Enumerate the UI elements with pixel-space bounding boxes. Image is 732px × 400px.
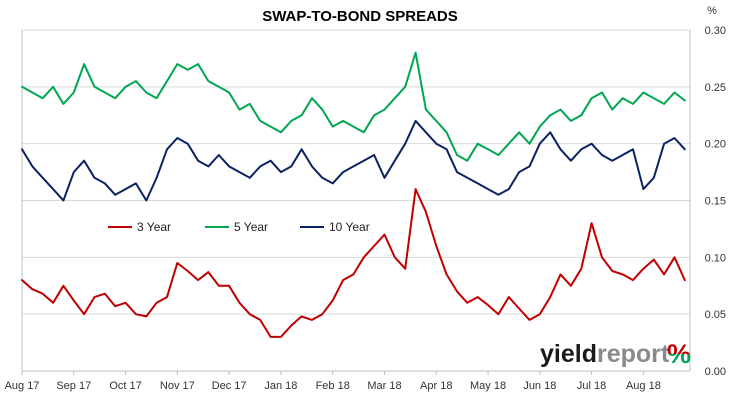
legend: 3 Year 5 Year 10 Year [108,220,370,234]
x-tick-label: Jul 18 [577,380,606,392]
legend-label: 10 Year [329,220,370,234]
x-tick-label: Mar 18 [367,380,401,392]
series-lines [21,51,686,338]
x-tick-label: Jan 18 [264,380,297,392]
x-tick-label: Aug 17 [5,380,40,392]
y-tick-label: 0.10 [705,252,726,264]
y-tick-label: 0.25 [705,82,726,94]
x-axis-ticks: Aug 17 Sep 17 Oct 17 Nov 17 Dec 17 Jan 18 Feb … [5,371,661,392]
logo-percent-icon: % [667,339,691,369]
y-tick-label: 0.20 [705,139,726,151]
y-axis-unit-label: % [707,5,717,17]
series-line-10-year [21,119,686,202]
y-tick-label: 0.15 [705,196,726,208]
y-tick-label: 0.05 [705,309,726,321]
svg-text:yieldreport: yieldreport [540,340,670,368]
y-tick-label: 0.00 [705,366,726,378]
series-line-5-year [21,51,686,162]
x-tick-label: May 18 [470,380,506,392]
x-tick-label: Feb 18 [316,380,350,392]
legend-label: 3 Year [137,220,171,234]
chart-title: SWAP-TO-BOND SPREADS [262,8,458,25]
y-tick-label: 0.30 [705,25,726,37]
logo-text-sub: report [597,340,670,368]
x-tick-label: Nov 17 [160,380,195,392]
series-line-3-year [21,188,686,338]
x-tick-label: Apr 18 [420,380,452,392]
yieldreport-logo: yieldreport % [540,339,691,369]
x-tick-label: Oct 17 [109,380,141,392]
y-axis-ticks: 0.00 0.05 0.10 0.15 0.20 0.25 0.30 [705,25,726,378]
x-tick-label: Dec 17 [212,380,247,392]
legend-label: 5 Year [234,220,268,234]
logo-text-main: yield [540,340,597,368]
x-tick-label: Sep 17 [56,380,91,392]
x-tick-label: Aug 18 [626,380,661,392]
x-tick-label: Jun 18 [523,380,556,392]
